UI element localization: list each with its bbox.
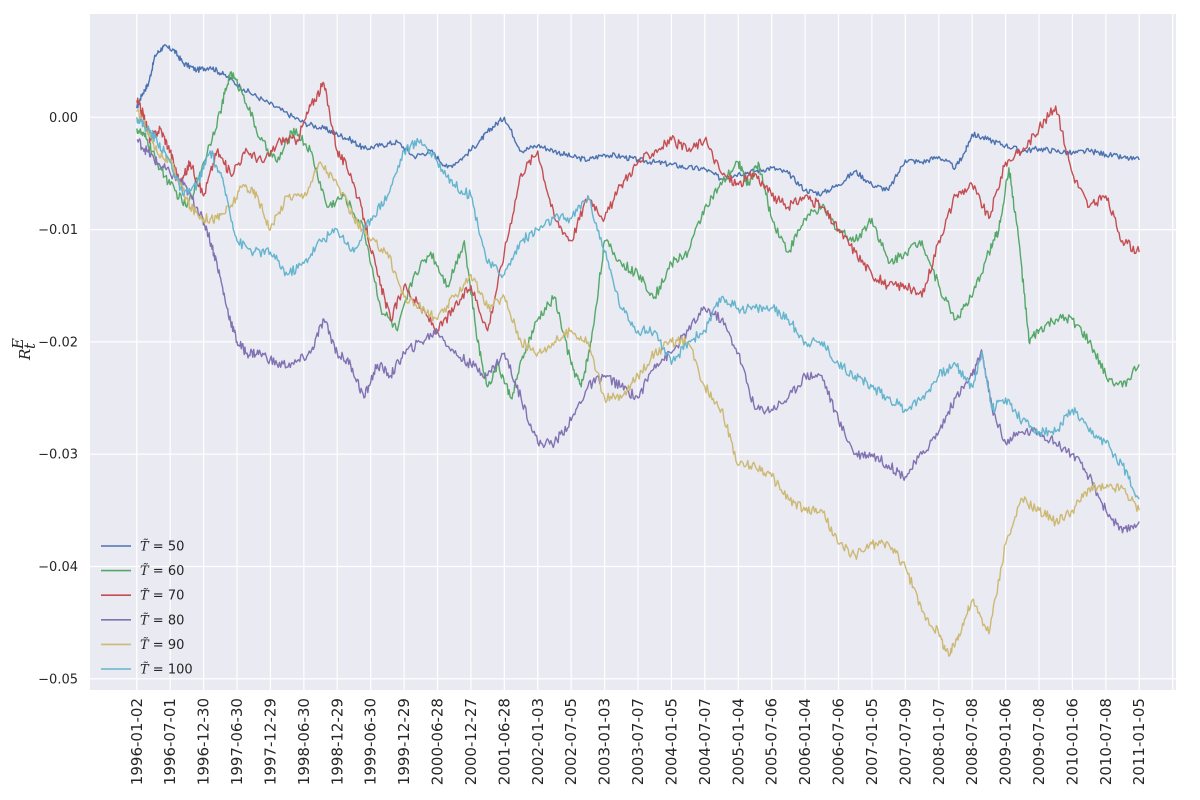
series-line [136,81,1140,335]
x-tick-label: 2002-01-03 [529,698,547,785]
legend-item: T̃ = 50 [101,538,184,555]
x-tick-label: 2010-07-08 [1097,698,1115,785]
x-tick-label: 2004-01-05 [662,698,680,785]
y-tick-label: −0.04 [38,560,78,575]
legend-label: T̃ = 70 [140,587,184,603]
x-tick-label: 1999-12-29 [395,698,413,785]
legend-item: T̃ = 60 [101,563,184,579]
x-tick-label: 1996-07-01 [161,698,179,785]
grid [90,14,1176,690]
x-tick-label: 2006-07-06 [830,698,848,785]
x-tick-labels: 1996-01-02 1996-07-01 1996-12-30 1997-06-30… [128,698,1148,785]
legend-item: T̃ = 90 [101,637,184,653]
x-tick-label: 1997-12-29 [261,698,279,785]
x-tick-label: 1997-06-30 [228,698,246,785]
x-tick-label: 2007-01-05 [863,698,881,785]
x-tick-label: 2000-06-28 [429,698,447,785]
y-tick-label: −0.01 [38,223,78,238]
x-tick-label: 2003-07-07 [629,698,647,785]
y-tick-label: −0.05 [38,672,78,687]
x-tick-label: 1999-06-30 [362,698,380,785]
legend: T̃ = 50 T̃ = 60 T̃ = 70 T̃ = 80 T̃ = 90 T̃ = … [101,538,193,678]
legend-label: T̃ = 90 [140,637,184,653]
x-tick-label: 2009-07-08 [1030,698,1048,785]
y-axis-label: R E t [9,338,39,361]
legend-item: T̃ = 100 [101,661,193,678]
x-tick-label: 2010-01-06 [1063,698,1081,785]
y-axis-label-sub: t [21,342,39,349]
x-tick-label: 2000-12-27 [462,698,480,785]
legend-item: T̃ = 80 [101,612,184,628]
y-axis-label-sup: E [9,338,27,350]
x-tick-label: 1996-01-02 [128,698,146,785]
series-line [136,44,1140,197]
legend-label: T̃ = 100 [140,661,193,677]
x-tick-label: 2008-07-08 [963,698,981,785]
y-tick-label: −0.03 [38,448,78,463]
legend-item: T̃ = 70 [101,587,184,604]
x-tick-label: 2003-01-03 [596,698,614,785]
series-line [136,117,1140,500]
y-tick-label: −0.02 [38,335,78,350]
series-line [136,71,1140,400]
x-tick-label: 2002-07-05 [562,698,580,785]
legend-label: T̃ = 60 [140,563,184,579]
x-tick-label: 2009-01-06 [997,698,1015,785]
x-tick-label: 2001-06-28 [495,698,513,785]
x-tick-label: 1996-12-30 [195,698,213,785]
x-tick-label: 2005-01-04 [729,698,747,785]
x-tick-label: 1998-06-30 [295,698,313,785]
x-tick-label: 2007-07-09 [896,698,914,785]
series-line [136,108,1140,657]
legend-label: T̃ = 80 [140,612,184,628]
x-tick-label: 2005-07-06 [763,698,781,785]
y-tick-label: 0.00 [49,111,78,126]
x-tick-label: 2008-01-07 [930,698,948,785]
series-lines [136,44,1140,657]
y-tick-labels: 0.00 −0.01 −0.02 −0.03 −0.04 −0.05 [38,111,78,687]
x-tick-label: 2004-07-07 [696,698,714,785]
x-tick-label: 2011-01-05 [1130,698,1148,785]
y-axis-label-main: R [16,349,34,361]
x-tick-label: 2006-01-04 [796,698,814,785]
legend-label: T̃ = 50 [140,538,184,554]
series-line [136,138,1140,534]
x-tick-label: 1998-12-29 [328,698,346,785]
